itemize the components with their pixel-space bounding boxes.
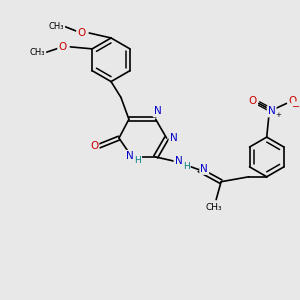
Text: −: −: [292, 102, 300, 112]
Text: O: O: [288, 96, 297, 106]
Text: CH₃: CH₃: [30, 48, 45, 57]
Text: N: N: [154, 106, 161, 116]
Text: N: N: [126, 151, 134, 161]
Text: O: O: [58, 42, 67, 52]
Text: H: H: [134, 156, 141, 165]
Text: +: +: [276, 112, 282, 118]
Text: N: N: [175, 156, 182, 166]
Text: CH₃: CH₃: [206, 203, 223, 212]
Text: N: N: [169, 133, 177, 143]
Text: CH₃: CH₃: [49, 22, 64, 31]
Text: O: O: [249, 96, 257, 106]
Text: N: N: [268, 106, 276, 116]
Text: H: H: [183, 162, 190, 171]
Text: N: N: [200, 164, 208, 174]
Text: O: O: [90, 141, 98, 151]
Text: O: O: [77, 28, 86, 38]
